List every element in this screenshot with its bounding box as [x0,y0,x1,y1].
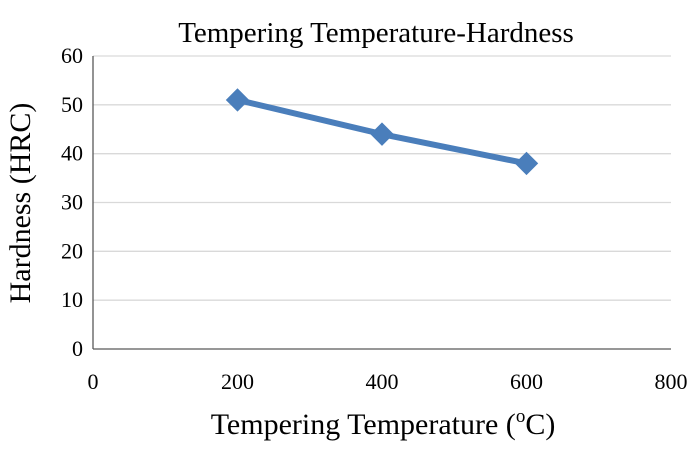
series-layer [225,88,539,176]
y-axis-label: Hardness (HRC) [4,103,37,304]
x-tick-label-0: 0 [88,369,99,394]
x-axis-label-unit: C) [525,408,555,441]
grid-lines [93,55,671,301]
y-tick-label-4: 40 [61,141,83,166]
y-tick-label-0: 0 [72,336,83,361]
y-tick-label-6: 60 [61,43,83,68]
x-tick-labels: 0 200 400 600 800 [88,369,688,394]
y-tick-label-3: 30 [61,190,83,215]
data-point-0-0 [225,88,250,112]
x-axis-label-main: Tempering Temperature ( [211,408,516,441]
y-tick-labels: 0 10 20 30 40 50 60 [61,43,83,361]
x-axis-label-unit-sup: o [516,406,526,427]
y-tick-label-2: 20 [61,238,83,263]
y-tick-label-5: 50 [61,92,83,117]
chart-title: Tempering Temperature-Hardness [178,17,574,49]
data-point-0-1 [370,122,394,146]
y-tick-label-1: 10 [61,287,83,312]
data-point-0-2 [514,151,539,176]
x-axis-label: Tempering Temperature (oC) [211,406,556,441]
x-tick-label-2: 400 [366,369,399,394]
x-tick-label-1: 200 [221,369,254,394]
x-tick-label-3: 600 [510,369,543,394]
x-tick-label-4: 800 [655,369,688,394]
axes [92,56,671,350]
